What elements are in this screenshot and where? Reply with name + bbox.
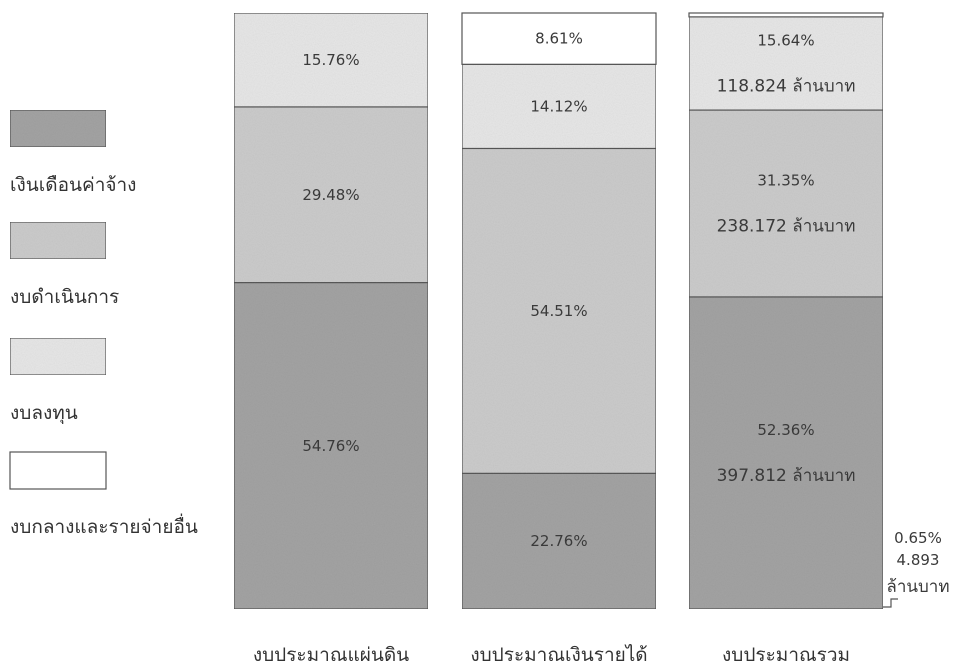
bar-segment-central-2: [688, 12, 884, 18]
bar-segment-capital-2: [688, 16, 884, 111]
data-labels: 54.76% 29.48% 15.76% 22.76% 54.51% 14.12% 8.61…: [302, 30, 855, 551]
bar-segment-capital-0: [233, 12, 429, 108]
legend-swatch-central: [9, 451, 107, 490]
bar-segment-capital-1: [461, 63, 657, 150]
callout-line-1: 4.893: [897, 551, 940, 569]
legend-label-capital: งบลงทุน: [10, 402, 78, 425]
data-label-operating-2-line0: 31.35%: [757, 172, 814, 190]
legend: เงินเดือนค่าจ้างงบดำเนินการงบลงทุนงบกลาง…: [9, 109, 198, 538]
data-label-capital-0: 15.76%: [302, 51, 359, 69]
data-label-operating-0: 29.48%: [302, 186, 359, 204]
callout-line-0: 0.65%: [894, 529, 942, 547]
bar-segment-central-1: [461, 12, 657, 65]
callout-leader: [883, 598, 898, 608]
data-label-salary-2-line0: 52.36%: [757, 421, 814, 439]
bar-segment-salary-0: [233, 282, 429, 610]
callout: 0.65% 4.893 ล้านบาท: [883, 529, 950, 608]
legend-label-operating: งบดำเนินการ: [10, 286, 119, 308]
bars: [233, 12, 884, 610]
data-label-operating-2-line1: 238.172 ล้านบาท: [717, 217, 856, 237]
category-label-0: งบประมาณแผ่นดิน: [253, 644, 409, 665]
legend-swatch-salary: [9, 109, 107, 148]
category-label-2: งบประมาณรวม: [722, 644, 850, 665]
legend-label-central: งบกลางและรายจ่ายอื่น: [10, 513, 198, 538]
legend-swatch-capital: [9, 337, 107, 376]
data-label-capital-1: 14.12%: [530, 97, 587, 115]
bar-segment-operating-0: [233, 106, 429, 284]
data-label-operating-1: 54.51%: [530, 302, 587, 320]
category-labels: งบประมาณแผ่นดิน งบประมาณเงินรายได้ งบประมา…: [253, 644, 850, 665]
bar-segment-operating-1: [461, 147, 657, 474]
data-label-salary-1: 22.76%: [530, 532, 587, 550]
data-label-capital-2-line1: 118.824 ล้านบาท: [717, 76, 856, 96]
bar-segment-operating-2: [688, 109, 884, 298]
legend-swatch-operating: [9, 221, 107, 260]
callout-line-2: ล้านบาท: [886, 577, 949, 597]
bar-segment-salary-1: [461, 472, 657, 610]
legend-label-salary: เงินเดือนค่าจ้าง: [10, 174, 136, 196]
category-label-1: งบประมาณเงินรายได้: [470, 644, 647, 665]
data-label-central-1: 8.61%: [535, 30, 583, 48]
data-label-salary-2-line1: 397.812 ล้านบาท: [717, 466, 856, 486]
data-label-capital-2-line0: 15.64%: [757, 31, 814, 49]
data-label-salary-0: 54.76%: [302, 437, 359, 455]
bar-segment-salary-2: [688, 296, 884, 610]
